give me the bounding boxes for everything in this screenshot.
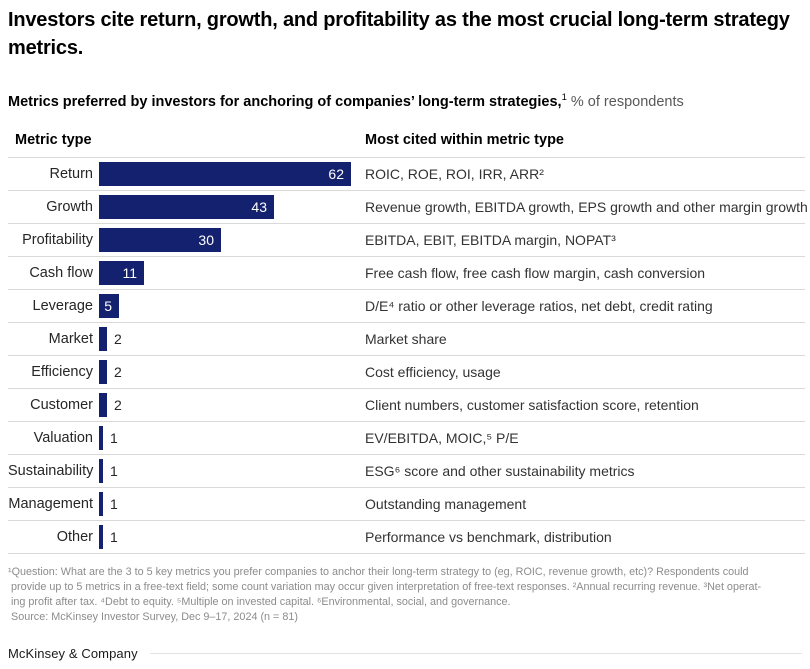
mckinsey-brand-logo: McKinsey & Company	[8, 646, 138, 661]
most-cited-description: D/E⁴ ratio or other leverage ratios, net…	[365, 297, 713, 314]
chart-subtitle: Metrics preferred by investors for ancho…	[8, 89, 802, 111]
table-header-row: Metric type Most cited within metric typ…	[8, 132, 805, 158]
most-cited-description: EBITDA, EBIT, EBITDA margin, NOPAT³	[365, 231, 616, 248]
value-bar: 62	[99, 161, 351, 186]
most-cited-description: Outstanding management	[365, 495, 527, 512]
bar-area: 2	[93, 359, 357, 384]
footer-divider-rule	[149, 653, 802, 654]
bar-area: 5	[93, 293, 357, 318]
bar-area: 2	[93, 392, 357, 417]
footnotes: ¹Question: What are the 3 to 5 key metri…	[8, 565, 802, 625]
table-row: Market 2 Market share	[8, 323, 805, 356]
metric-type-label: Sustainability	[8, 462, 94, 479]
metric-type-label: Return	[49, 165, 93, 182]
table-row: Management 1 Outstanding management	[8, 488, 805, 521]
bar-value-label: 2	[114, 363, 122, 380]
bar-area: 62	[93, 161, 357, 186]
footnote-marker-1: 1	[561, 92, 567, 103]
chart-subtitle-unit: % of respondents	[566, 93, 684, 110]
metric-type-label: Leverage	[32, 297, 93, 314]
bar-area: 1	[93, 524, 357, 549]
column-header-most-cited: Most cited within metric type	[365, 131, 564, 148]
table-row: Cash flow 11 Free cash flow, free cash f…	[8, 257, 805, 290]
metric-type-label: Customer	[30, 396, 93, 413]
table-row: Other 1 Performance vs benchmark, distri…	[8, 521, 805, 554]
most-cited-description: Cost efficiency, usage	[365, 363, 501, 380]
value-bar	[99, 425, 103, 450]
value-bar	[99, 524, 103, 549]
most-cited-description: Free cash flow, free cash flow margin, c…	[365, 264, 706, 281]
value-bar: 43	[99, 194, 274, 219]
metric-type-label: Market	[48, 330, 93, 347]
bar-value-label: 1	[110, 462, 118, 479]
bar-area: 30	[93, 227, 357, 252]
page-footer: McKinsey & Company	[8, 646, 802, 661]
metric-type-label: Management	[8, 495, 93, 512]
value-bar	[99, 359, 107, 384]
value-bar	[99, 392, 107, 417]
bar-area: 43	[93, 194, 357, 219]
table-row: Return 62 ROIC, ROE, ROI, IRR, ARR²	[8, 158, 805, 191]
most-cited-description: Client numbers, customer satisfaction sc…	[365, 396, 699, 413]
value-bar	[99, 326, 107, 351]
most-cited-description: ROIC, ROE, ROI, IRR, ARR²	[365, 165, 544, 182]
most-cited-description: Revenue growth, EBITDA growth, EPS growt…	[365, 198, 808, 215]
bar-area: 1	[93, 425, 357, 450]
bar-value-label: 1	[110, 528, 118, 545]
bar-value-label: 11	[122, 264, 137, 281]
value-bar	[99, 491, 103, 516]
metric-type-label: Valuation	[33, 429, 93, 446]
bar-area: 11	[93, 260, 357, 285]
metrics-table: Metric type Most cited within metric typ…	[8, 132, 808, 554]
most-cited-description: Market share	[365, 330, 447, 347]
bar-area: 1	[93, 458, 357, 483]
bar-value-label: 2	[114, 396, 122, 413]
table-row: Efficiency 2 Cost efficiency, usage	[8, 356, 805, 389]
chart-subtitle-bold: Metrics preferred by investors for ancho…	[8, 93, 562, 110]
metric-type-label: Profitability	[22, 231, 93, 248]
value-bar: 30	[99, 227, 221, 252]
table-row: Leverage 5 D/E⁴ ratio or other leverage …	[8, 290, 805, 323]
metric-type-label: Efficiency	[31, 363, 93, 380]
source-line: Source: McKinsey Investor Survey, Dec 9–…	[11, 610, 298, 623]
most-cited-description: Performance vs benchmark, distribution	[365, 528, 612, 545]
most-cited-description: ESG⁶ score and other sustainability metr…	[365, 462, 635, 479]
column-header-metric-type: Metric type	[15, 131, 92, 148]
bar-value-label: 43	[251, 198, 267, 215]
bar-value-label: 2	[114, 330, 122, 347]
table-row: Sustainability 1 ESG⁶ score and other su…	[8, 455, 805, 488]
bar-area: 1	[93, 491, 357, 516]
value-bar	[99, 458, 103, 483]
bar-area: 2	[93, 326, 357, 351]
value-bar: 5	[99, 293, 119, 318]
bar-value-label: 1	[110, 495, 118, 512]
metric-type-label: Cash flow	[29, 264, 93, 281]
footnote-line: provide up to 5 metrics in a free-text f…	[11, 580, 762, 593]
most-cited-description: EV/EBITDA, MOIC,⁵ P/E	[365, 429, 519, 446]
table-row: Profitability 30 EBITDA, EBIT, EBITDA ma…	[8, 224, 805, 257]
bar-value-label: 5	[104, 297, 112, 314]
bar-value-label: 30	[198, 231, 214, 248]
bar-value-label: 62	[328, 165, 344, 182]
metric-type-label: Growth	[46, 198, 93, 215]
metric-type-label: Other	[56, 528, 93, 545]
footnote-line: ing profit after tax. ⁴Debt to equity. ⁵…	[11, 595, 511, 608]
table-row: Valuation 1 EV/EBITDA, MOIC,⁵ P/E	[8, 422, 805, 455]
page-title: Investors cite return, growth, and profi…	[8, 9, 790, 59]
footnote-line: ¹Question: What are the 3 to 5 key metri…	[8, 565, 749, 578]
table-rows: Return 62 ROIC, ROE, ROI, IRR, ARR² Grow…	[8, 158, 808, 554]
value-bar: 11	[99, 260, 144, 285]
bar-value-label: 1	[110, 429, 118, 446]
table-row: Growth 43 Revenue growth, EBITDA growth,…	[8, 191, 808, 224]
table-row: Customer 2 Client numbers, customer sati…	[8, 389, 805, 422]
